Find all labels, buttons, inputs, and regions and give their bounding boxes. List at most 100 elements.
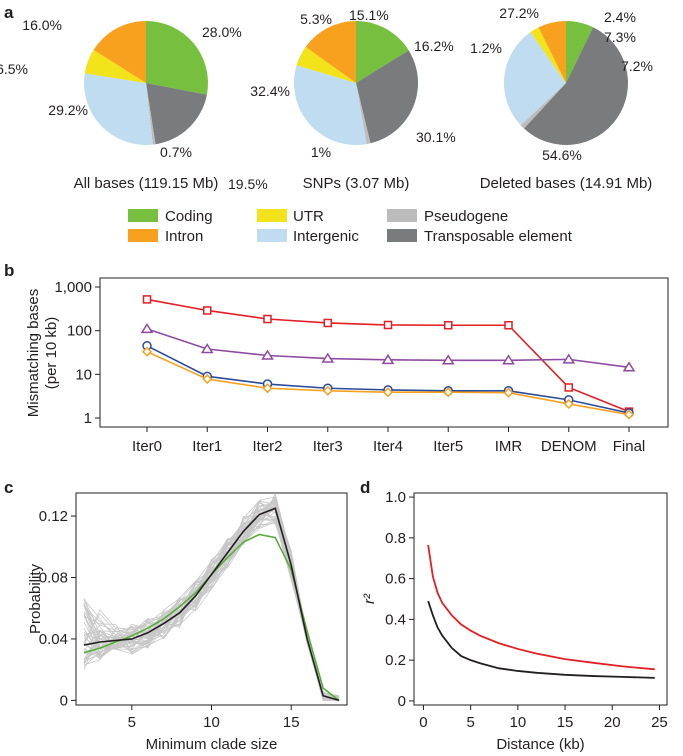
x-tick-label: 0	[419, 714, 427, 731]
replicate-line	[83, 497, 340, 700]
pie-title: Deleted bases (14.91 Mb)	[480, 175, 653, 192]
pie-label-intergenic: 29.2%	[48, 102, 88, 118]
pie-label-pseudogene: 1%	[311, 144, 331, 160]
data-point-square	[323, 318, 332, 328]
data-point-diamond	[262, 383, 273, 394]
series-line-black	[427, 600, 655, 679]
x-tick-label: 15	[557, 714, 574, 731]
x-tick-label: Iter2	[252, 438, 282, 455]
x-tick-label: 5	[128, 714, 136, 731]
y-tick-label: 0	[60, 692, 68, 709]
x-tick-label: Final	[613, 438, 646, 455]
data-point-square	[203, 306, 212, 315]
x-tick-label: 10	[203, 714, 220, 731]
data-point-triangle	[200, 343, 214, 354]
x-tick-label: 20	[604, 714, 621, 731]
data-point-diamond	[563, 398, 574, 409]
panel-b-line-chart: 1 10 100 1,000 Iter0 Iter1 Iter2 Iter3 Iter4 Iter…	[25, 277, 669, 455]
y-axis-label: r²	[361, 593, 378, 604]
replicate-line	[83, 510, 340, 701]
legend-label-intergenic: Intergenic	[293, 228, 359, 245]
pie-slice-pseudogene	[520, 83, 566, 129]
x-axis-label: Minimum clade size	[146, 736, 278, 753]
pie-label-utr: 6.5%	[0, 61, 28, 77]
x-tick-label: 25	[651, 714, 668, 731]
legend-label-pseudogene: Pseudogene	[424, 208, 508, 225]
y-tick-label: 0.4	[385, 611, 406, 628]
replicate-line	[83, 500, 340, 701]
x-tick-label: Iter3	[313, 438, 343, 455]
pie-slice-transposable-element	[356, 50, 418, 144]
y-tick-label: 1	[84, 410, 92, 427]
replicate-line	[83, 498, 340, 701]
pie-chart-3: 7.2% 54.6% 1.2% 27.2% 2.4% 7.3% Deleted bases …	[470, 5, 653, 192]
x-tick-label: DENOM	[541, 438, 597, 455]
pie-slice-pseudogene	[146, 83, 156, 145]
pie-slice-coding	[566, 21, 594, 83]
x-tick-label: Iter1	[192, 438, 222, 455]
pie-title: All bases (119.15 Mb)	[74, 175, 219, 192]
data-point-triangle	[381, 353, 395, 365]
legend-swatch-transposable-element	[387, 229, 417, 242]
x-tick-label: 10	[509, 714, 526, 731]
y-tick-label: 10	[75, 366, 92, 383]
plot-frame	[413, 492, 668, 706]
legend-swatch-coding	[128, 209, 158, 222]
panel-letter-d: d	[360, 478, 370, 497]
pie-slice-pseudogene	[356, 83, 371, 145]
y-axis-label: Mismatching bases(per 10 kb)	[25, 289, 60, 417]
legend-swatch-pseudogene	[387, 209, 417, 222]
y-tick-label: 1,000	[54, 279, 92, 296]
legend-swatch-intron	[128, 229, 158, 242]
data-point-triangle	[441, 354, 455, 365]
pie-slice-coding	[356, 21, 409, 83]
pie-slice-intergenic	[293, 65, 367, 146]
pie-label-pseudogene: 1.2%	[470, 40, 502, 56]
y-tick-label: 0.12	[39, 508, 68, 525]
replicate-line	[83, 499, 340, 698]
pie-slice-utr	[530, 27, 566, 84]
legend-label-utr: UTR	[293, 208, 324, 225]
y-tick-label: 0.2	[385, 652, 406, 669]
plot-frame	[99, 277, 669, 428]
y-tick-label: 100	[67, 323, 92, 340]
pie-slice-transposable-element	[523, 27, 629, 145]
data-point-diamond	[202, 373, 213, 385]
panel-c-line-chart: 0 0.04 0.08 0.12 5 10 15 Minimum clade size Prob…	[27, 492, 348, 753]
pie-chart-1: 28.0% 19.5% 0.7% 29.2% 6.5% 16.0% All bases (1…	[0, 17, 268, 192]
pie-label-coding: 16.2%	[414, 38, 454, 54]
data-point-square	[564, 383, 573, 392]
x-axis-label: Distance (kb)	[496, 736, 584, 753]
replicate-line	[83, 496, 340, 700]
pie-label-coding: 7.2%	[621, 58, 653, 74]
pie-slice-intron	[93, 21, 146, 83]
pie-label-intergenic: 27.2%	[499, 5, 539, 21]
data-point-diamond	[382, 387, 394, 398]
data-point-diamond	[443, 387, 454, 398]
series-line-red	[427, 544, 655, 671]
y-axis-label: Probability	[27, 563, 44, 634]
panel-letter-b: b	[4, 261, 14, 280]
pie-label-pseudogene: 0.7%	[160, 144, 192, 160]
replicate-line	[83, 497, 340, 700]
data-point-diamond	[322, 385, 333, 396]
replicate-line	[83, 496, 340, 697]
pie-label-intergenic: 32.4%	[250, 83, 290, 99]
replicate-line	[83, 496, 340, 701]
data-point-square	[142, 295, 152, 304]
data-point-triangle	[502, 354, 515, 365]
panel-letter-a: a	[4, 3, 14, 22]
data-point-diamond	[141, 346, 153, 357]
pie-label-intron: 7.3%	[604, 29, 636, 45]
x-tick-label: 5	[466, 714, 474, 731]
legend: Coding Intron UTR Intergenic Pseudogene …	[128, 208, 573, 245]
y-tick-label: 0	[398, 693, 406, 710]
pie-label-coding: 28.0%	[202, 24, 242, 40]
data-point-triangle	[321, 352, 335, 363]
series-line-black	[83, 507, 340, 702]
x-tick-label: Iter4	[373, 438, 403, 455]
pie-charts: 28.0% 19.5% 0.7% 29.2% 6.5% 16.0% All bases (1…	[0, 5, 653, 192]
data-point-triangle	[261, 349, 274, 360]
data-point-square	[504, 321, 513, 330]
